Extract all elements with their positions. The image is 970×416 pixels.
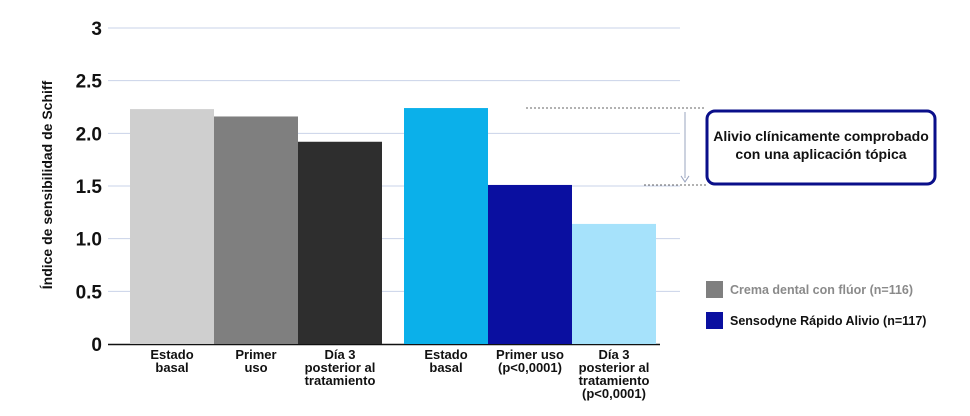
callout-box [705,109,937,186]
y-tick-label: 1.5 [76,177,103,198]
x-tick-label: Primer uso (p<0,0001) [496,347,564,375]
bar [298,141,382,344]
bar [488,184,572,344]
legend-swatch [706,281,723,298]
y-tick-label: 3 [91,19,102,40]
y-tick-label: 1.0 [76,230,102,251]
bar [130,109,214,345]
bars [130,108,656,345]
x-tick-label: Primer uso [235,347,276,375]
legend-swatch [706,312,723,329]
legend: Crema dental con flúor (n=116) Sensodyne … [706,281,926,329]
arrow-head-icon [680,175,690,183]
y-tick-label: 2.5 [76,72,103,93]
x-axis-labels: Estado basal Primer uso Día 3 posterior al tra… [150,347,649,401]
legend-label: Sensodyne Rápido Alivio (n=117) [730,314,926,328]
x-tick-label: Día 3 posterior al tratamiento (p<0,0001) [579,347,650,401]
x-tick-label: Día 3 posterior al tratamiento [305,347,376,388]
legend-label: Crema dental con flúor (n=116) [730,283,913,297]
bar [214,116,298,344]
y-tick-label: 0 [91,335,102,356]
x-tick-label: Estado basal [150,347,193,375]
y-tick-label: 0.5 [76,282,103,303]
annotation: Alivio clínicamente comprobado con una ap… [526,107,937,186]
bar [404,108,488,344]
bar [572,223,656,344]
x-tick-label: Estado basal [424,347,467,375]
y-axis: 0 0.5 1.0 1.5 2.0 2.5 3 [76,19,660,356]
y-axis-label: Índice de sensibilidad de Schiff [39,80,55,289]
callout-text: Alivio clínicamente comprobado con una ap… [713,128,929,162]
y-tick-label: 2.0 [76,124,102,145]
